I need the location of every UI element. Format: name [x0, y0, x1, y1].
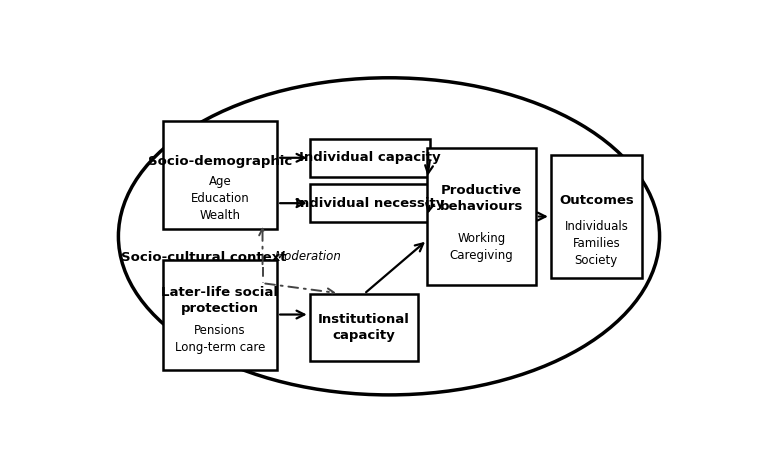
- Text: Pensions
Long-term care: Pensions Long-term care: [175, 324, 265, 354]
- Text: Age
Education
Wealth: Age Education Wealth: [191, 176, 249, 222]
- Text: Individual capacity: Individual capacity: [299, 152, 441, 164]
- Ellipse shape: [118, 78, 660, 395]
- Bar: [310, 294, 418, 361]
- Text: Outcomes: Outcomes: [559, 194, 634, 207]
- Text: Institutional
capacity: Institutional capacity: [318, 313, 410, 342]
- Text: Individuals
Families
Society: Individuals Families Society: [565, 220, 628, 267]
- Bar: [310, 139, 430, 177]
- Bar: [162, 121, 277, 229]
- Text: Productive
behaviours: Productive behaviours: [440, 184, 523, 213]
- Text: Working
Caregiving: Working Caregiving: [450, 232, 514, 262]
- Text: Later-life social
protection: Later-life social protection: [162, 286, 279, 314]
- Text: Individual necessity: Individual necessity: [295, 197, 445, 210]
- Text: Moderation: Moderation: [274, 249, 341, 263]
- Text: Socio-demographic: Socio-demographic: [148, 154, 292, 168]
- Bar: [551, 155, 642, 278]
- Text: Socio-cultural context: Socio-cultural context: [121, 251, 287, 264]
- Bar: [427, 148, 536, 285]
- Bar: [162, 260, 277, 370]
- Bar: [310, 184, 430, 222]
